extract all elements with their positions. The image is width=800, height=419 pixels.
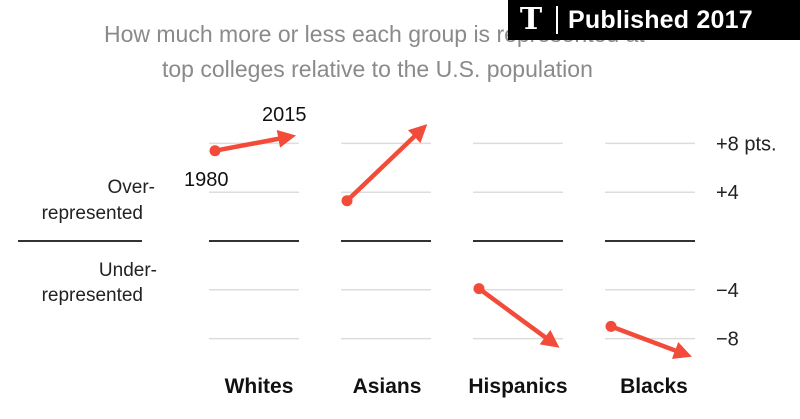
start-point-whites bbox=[209, 145, 221, 157]
panel-hispanics: Hispanics bbox=[468, 142, 568, 398]
start-year-label: 1980 bbox=[184, 169, 229, 191]
published-year-text: Published 2017 bbox=[568, 5, 753, 34]
under-represented-label-line-1: Under- bbox=[99, 260, 157, 281]
category-label-hispanics: Hispanics bbox=[468, 375, 567, 398]
start-point-blacks bbox=[605, 320, 617, 332]
start-point-hispanics bbox=[473, 283, 485, 295]
y-tick-label: +4 bbox=[716, 182, 739, 204]
year-labels: 1980 2015 bbox=[184, 104, 307, 191]
y-axis-ticks: +8 pts. +4 −4 −8 bbox=[716, 133, 777, 350]
change-arrow-whites bbox=[212, 129, 297, 153]
over-represented-label-line-2: represented bbox=[42, 203, 143, 224]
published-badge: T Published 2017 bbox=[508, 0, 800, 40]
under-represented-label-line-2: represented bbox=[42, 285, 143, 306]
newspaper-logo: T bbox=[519, 2, 543, 37]
y-tick-label: −4 bbox=[716, 280, 739, 302]
category-label-asians: Asians bbox=[353, 375, 422, 398]
side-labels: Over- represented Under- represented bbox=[18, 177, 157, 306]
category-label-blacks: Blacks bbox=[620, 375, 688, 398]
change-arrow-hispanics bbox=[476, 286, 560, 348]
panel-asians: Asians bbox=[341, 124, 431, 398]
end-year-label: 2015 bbox=[262, 104, 307, 126]
badge-divider bbox=[556, 6, 558, 34]
panel-whites: Whites bbox=[209, 129, 299, 398]
panel-blacks: Blacks bbox=[605, 142, 695, 398]
change-arrow-blacks bbox=[608, 324, 692, 359]
panels: Whites Asians Hispanics Blacks bbox=[209, 124, 695, 398]
category-label-whites: Whites bbox=[225, 375, 294, 398]
over-represented-label-line-1: Over- bbox=[108, 177, 156, 198]
chart-title-line-2: top colleges relative to the U.S. popula… bbox=[162, 56, 593, 82]
start-point-asians bbox=[341, 195, 353, 207]
change-arrow-asians bbox=[344, 124, 428, 203]
y-tick-label: +8 pts. bbox=[716, 133, 777, 155]
y-tick-label: −8 bbox=[716, 329, 739, 351]
